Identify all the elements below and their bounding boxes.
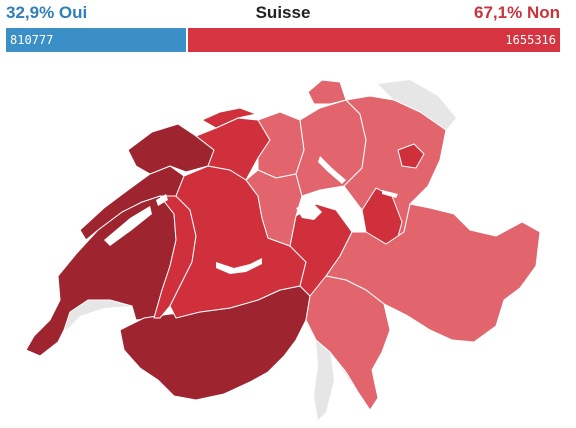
lake-constance [378, 80, 456, 130]
region-title: Suisse [255, 3, 311, 22]
lake-zurich [318, 156, 346, 184]
inner-lakes [104, 156, 398, 274]
region-appenzell [397, 143, 425, 169]
results-header: 32,9% Oui Suisse 67,1% Non [0, 0, 576, 26]
region-jura-north [127, 123, 215, 175]
canton-map-svg [25, 79, 541, 420]
lake-maggiore [314, 340, 334, 420]
no-percentage-label: 67,1% Non [474, 3, 560, 22]
region-basel [201, 107, 257, 129]
result-bar: 810777 1655316 [6, 28, 560, 52]
lake-lucerne [296, 202, 322, 220]
no-votes-bar: 1655316 [188, 28, 560, 52]
cantons-layer [25, 79, 541, 411]
lake-neuchatel [104, 206, 152, 246]
yes-votes-bar: 810777 [6, 28, 188, 52]
yes-percentage-label: 32,9% Oui [6, 3, 88, 22]
lake-walen [382, 190, 398, 198]
region-schaffhausen [307, 79, 347, 105]
lake-biel [156, 194, 168, 206]
region-ticino [305, 275, 391, 411]
switzerland-map [0, 60, 576, 428]
lake-thun-brienz [216, 258, 262, 274]
